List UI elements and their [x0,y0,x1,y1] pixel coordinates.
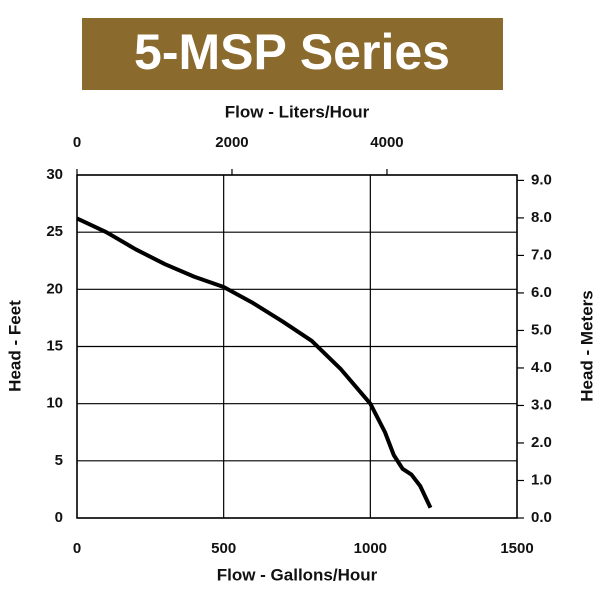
x-axis-label: Flow - Gallons/Hour [217,565,378,584]
y-tick-label: 10 [46,395,63,412]
x2-tick-label: 2000 [215,134,248,151]
y2-tick-label: 0.0 [531,509,552,526]
x2-tick-label: 4000 [370,134,403,151]
y2-tick-label: 3.0 [531,396,552,413]
x-tick-label: 500 [211,540,236,557]
y-tick-label: 20 [46,280,63,297]
y2-tick-label: 1.0 [531,471,552,488]
title-banner [82,18,503,90]
pump-curve [76,216,433,509]
y-tick-label: 15 [46,337,63,354]
y2-axis-label: Head - Meters [577,290,596,401]
y-axis-label: Head - Feet [5,300,24,392]
chart-title: 5-MSP Series [134,24,450,80]
y-tick-label: 0 [55,509,63,526]
x-tick-label: 0 [73,540,81,557]
x-tick-label: 1000 [354,540,387,557]
y2-tick-label: 4.0 [531,359,552,376]
y2-tick-label: 6.0 [531,284,552,301]
y2-tick-label: 7.0 [531,246,552,263]
y2-tick-label: 8.0 [531,209,552,226]
y2-tick-label: 2.0 [531,434,552,451]
x2-tick-label: 0 [73,134,81,151]
x-tick-label: 1500 [500,540,533,557]
x2-axis-label: Flow - Liters/Hour [225,102,370,121]
y-tick-label: 30 [46,166,63,183]
y-tick-label: 5 [55,452,63,469]
y2-tick-label: 9.0 [531,171,552,188]
y2-tick-label: 5.0 [531,321,552,338]
y-tick-label: 25 [46,223,63,240]
